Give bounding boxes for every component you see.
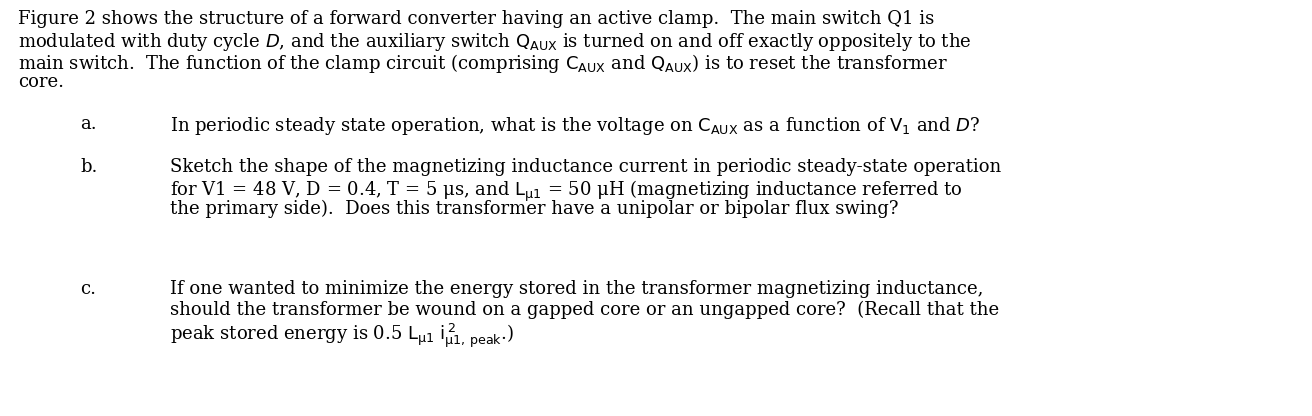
Text: for V1 = 48 V, D = 0.4, T = 5 μs, and $\mathrm{L_{\mu 1}}$ = 50 μH (magnetizing : for V1 = 48 V, D = 0.4, T = 5 μs, and $\… [171,179,963,204]
Text: modulated with duty cycle $D$, and the auxiliary switch $\mathrm{Q_{AUX}}$ is tu: modulated with duty cycle $D$, and the a… [18,31,971,53]
Text: c.: c. [80,280,96,298]
Text: Figure 2 shows the structure of a forward converter having an active clamp.  The: Figure 2 shows the structure of a forwar… [18,10,934,28]
Text: Sketch the shape of the magnetizing inductance current in periodic steady-state : Sketch the shape of the magnetizing indu… [171,158,1001,176]
Text: peak stored energy is 0.5 $\mathrm{L_{\mu 1}}$ $\mathrm{i_{\mu 1,\,peak}^{\,2}}$: peak stored energy is 0.5 $\mathrm{L_{\m… [171,322,514,350]
Text: should the transformer be wound on a gapped core or an ungapped core?  (Recall t: should the transformer be wound on a gap… [171,301,1000,319]
Text: In periodic steady state operation, what is the voltage on $\mathrm{C_{AUX}}$ as: In periodic steady state operation, what… [171,115,980,137]
Text: b.: b. [80,158,97,176]
Text: core.: core. [18,73,64,91]
Text: the primary side).  Does this transformer have a unipolar or bipolar flux swing?: the primary side). Does this transformer… [171,200,899,218]
Text: main switch.  The function of the clamp circuit (comprising $\mathrm{C_{AUX}}$ a: main switch. The function of the clamp c… [18,52,949,75]
Text: If one wanted to minimize the energy stored in the transformer magnetizing induc: If one wanted to minimize the energy sto… [171,280,984,298]
Text: a.: a. [80,115,97,133]
